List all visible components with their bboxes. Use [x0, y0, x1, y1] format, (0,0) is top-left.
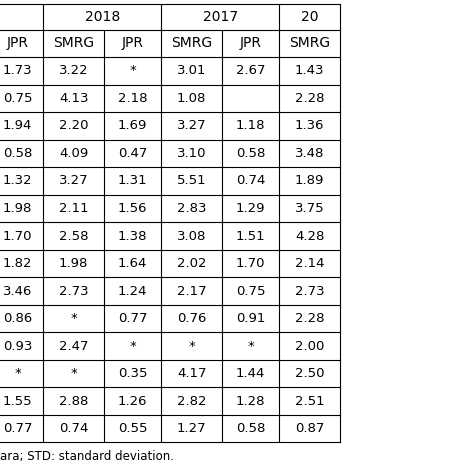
Text: 0.87: 0.87 [295, 422, 324, 435]
Text: *: * [14, 367, 21, 380]
Text: 2.73: 2.73 [59, 284, 89, 298]
Text: 2.28: 2.28 [295, 92, 324, 105]
Text: 2.17: 2.17 [177, 284, 207, 298]
Text: 2.28: 2.28 [295, 312, 324, 325]
Text: *: * [70, 312, 77, 325]
Text: 1.08: 1.08 [177, 92, 206, 105]
Text: 0.75: 0.75 [3, 92, 32, 105]
Text: 3.01: 3.01 [177, 64, 207, 77]
Text: 2018: 2018 [85, 10, 120, 24]
Text: 1.43: 1.43 [295, 64, 324, 77]
Text: 0.47: 0.47 [118, 147, 147, 160]
Text: 0.58: 0.58 [3, 147, 32, 160]
Text: 2017: 2017 [203, 10, 238, 24]
Text: 2.88: 2.88 [59, 395, 89, 408]
Text: *: * [188, 340, 195, 353]
Text: 1.44: 1.44 [236, 367, 265, 380]
Text: 1.36: 1.36 [295, 119, 324, 132]
Text: 1.27: 1.27 [177, 422, 207, 435]
Text: 0.58: 0.58 [236, 422, 265, 435]
Text: 1.89: 1.89 [295, 174, 324, 187]
Text: 1.94: 1.94 [3, 119, 32, 132]
Text: JPR: JPR [122, 36, 144, 50]
Text: 1.73: 1.73 [3, 64, 33, 77]
Text: JPR: JPR [7, 36, 29, 50]
Text: 3.75: 3.75 [295, 202, 325, 215]
Text: 0.35: 0.35 [118, 367, 147, 380]
Text: 2.83: 2.83 [177, 202, 207, 215]
Text: 2.50: 2.50 [295, 367, 324, 380]
Text: 1.64: 1.64 [118, 257, 147, 270]
Text: 0.55: 0.55 [118, 422, 147, 435]
Text: 1.51: 1.51 [236, 229, 265, 243]
Text: 3.22: 3.22 [59, 64, 89, 77]
Text: 5.51: 5.51 [177, 174, 207, 187]
Text: ara; STD: standard deviation.: ara; STD: standard deviation. [0, 450, 174, 463]
Text: 1.32: 1.32 [3, 174, 33, 187]
Text: 4.09: 4.09 [59, 147, 88, 160]
Text: 2.11: 2.11 [59, 202, 89, 215]
Text: 3.08: 3.08 [177, 229, 206, 243]
Text: SMRG: SMRG [171, 36, 212, 50]
Text: 3.10: 3.10 [177, 147, 207, 160]
Text: 0.91: 0.91 [236, 312, 265, 325]
Text: 3.46: 3.46 [3, 284, 32, 298]
Text: 2.82: 2.82 [177, 395, 207, 408]
Text: SMRG: SMRG [289, 36, 330, 50]
Text: 0.58: 0.58 [236, 147, 265, 160]
Text: 3.27: 3.27 [177, 119, 207, 132]
Text: 2.51: 2.51 [295, 395, 325, 408]
Text: 1.69: 1.69 [118, 119, 147, 132]
Text: 2.58: 2.58 [59, 229, 89, 243]
Text: 0.74: 0.74 [236, 174, 265, 187]
Text: 4.17: 4.17 [177, 367, 207, 380]
Text: *: * [129, 340, 136, 353]
Text: 2.67: 2.67 [236, 64, 265, 77]
Text: 1.31: 1.31 [118, 174, 147, 187]
Text: 1.98: 1.98 [59, 257, 89, 270]
Text: 2.73: 2.73 [295, 284, 325, 298]
Text: 4.13: 4.13 [59, 92, 89, 105]
Text: *: * [70, 367, 77, 380]
Text: 0.86: 0.86 [3, 312, 32, 325]
Text: 2.02: 2.02 [177, 257, 207, 270]
Text: 2.14: 2.14 [295, 257, 324, 270]
Text: JPR: JPR [240, 36, 262, 50]
Text: 0.74: 0.74 [59, 422, 89, 435]
Text: 1.28: 1.28 [236, 395, 265, 408]
Text: 1.70: 1.70 [3, 229, 32, 243]
Text: 1.38: 1.38 [118, 229, 147, 243]
Text: 0.77: 0.77 [118, 312, 147, 325]
Text: 0.75: 0.75 [236, 284, 265, 298]
Text: *: * [247, 340, 254, 353]
Text: 1.26: 1.26 [118, 395, 147, 408]
Text: 1.56: 1.56 [118, 202, 147, 215]
Text: 1.70: 1.70 [236, 257, 265, 270]
Text: 2.00: 2.00 [295, 340, 324, 353]
Text: 2.47: 2.47 [59, 340, 89, 353]
Text: 3.27: 3.27 [59, 174, 89, 187]
Text: 4.28: 4.28 [295, 229, 324, 243]
Text: SMRG: SMRG [53, 36, 94, 50]
Text: 1.82: 1.82 [3, 257, 32, 270]
Text: 1.18: 1.18 [236, 119, 265, 132]
Text: 2.18: 2.18 [118, 92, 147, 105]
Text: 20: 20 [301, 10, 319, 24]
Text: 0.77: 0.77 [3, 422, 32, 435]
Text: 1.55: 1.55 [3, 395, 33, 408]
Text: 1.29: 1.29 [236, 202, 265, 215]
Text: 0.93: 0.93 [3, 340, 32, 353]
Text: 3.48: 3.48 [295, 147, 324, 160]
Text: 0.76: 0.76 [177, 312, 206, 325]
Text: 2.20: 2.20 [59, 119, 89, 132]
Text: *: * [129, 64, 136, 77]
Text: 1.24: 1.24 [118, 284, 147, 298]
Text: 1.98: 1.98 [3, 202, 32, 215]
